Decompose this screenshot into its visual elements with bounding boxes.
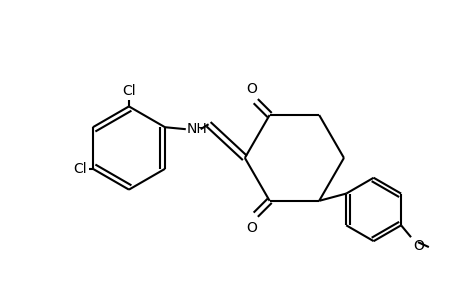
Text: O: O [246,82,257,96]
Text: O: O [412,239,423,253]
Text: Cl: Cl [73,162,87,176]
Text: Cl: Cl [122,85,135,98]
Text: O: O [246,220,257,235]
Text: NH: NH [186,122,207,136]
